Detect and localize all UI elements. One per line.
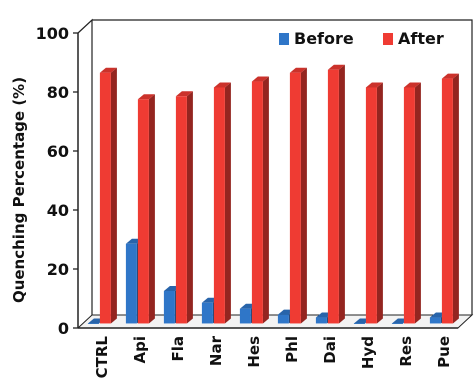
side-wall: [77, 18, 93, 315]
y-tick-label: 0: [58, 319, 69, 338]
x-tick-label-fla: Fla: [169, 336, 187, 362]
bar-after-fla: [175, 91, 193, 324]
x-tick-label-nar: Nar: [207, 335, 225, 366]
bar-after-ctrl: [99, 67, 117, 324]
legend-label-after: After: [398, 29, 444, 48]
legend: Before After: [279, 29, 444, 48]
legend-swatch-before: [279, 33, 289, 45]
x-tick-label-ctrl: CTRL: [93, 336, 111, 379]
y-axis: 0 20 40 60 80 100: [36, 24, 78, 338]
x-tick-label-res: Res: [397, 336, 415, 367]
x-tick-label-api: Api: [131, 336, 149, 364]
y-tick-label: 80: [47, 83, 69, 102]
bar-after-pue: [441, 73, 459, 324]
x-tick-label-hyd: Hyd: [359, 336, 377, 369]
bar-after-nar: [213, 82, 231, 324]
bars-layer: [87, 64, 459, 324]
x-axis: CTRL Api Fla Nar Hes Phl Dai Hyd Res Pue: [93, 335, 453, 378]
legend-swatch-after: [383, 33, 393, 45]
y-axis-label: Quenching Percentage (%): [10, 77, 28, 303]
legend-label-before: Before: [294, 29, 354, 48]
bar-after-api: [137, 94, 155, 324]
x-tick-label-pue: Pue: [435, 336, 453, 368]
bar-after-dai: [327, 64, 345, 324]
bar-after-res: [403, 82, 421, 324]
x-tick-label-phl: Phl: [283, 336, 301, 363]
bar-after-hes: [251, 76, 269, 324]
x-tick-label-dai: Dai: [321, 336, 339, 364]
back-wall: [92, 19, 473, 315]
y-tick-label: 100: [36, 24, 69, 43]
bar-after-hyd: [365, 82, 383, 324]
y-tick-label: 20: [47, 260, 69, 279]
y-tick-label: 40: [47, 201, 69, 220]
y-tick-label: 60: [47, 142, 69, 161]
bar-after-phl: [289, 67, 307, 324]
x-tick-label-hes: Hes: [245, 336, 263, 368]
